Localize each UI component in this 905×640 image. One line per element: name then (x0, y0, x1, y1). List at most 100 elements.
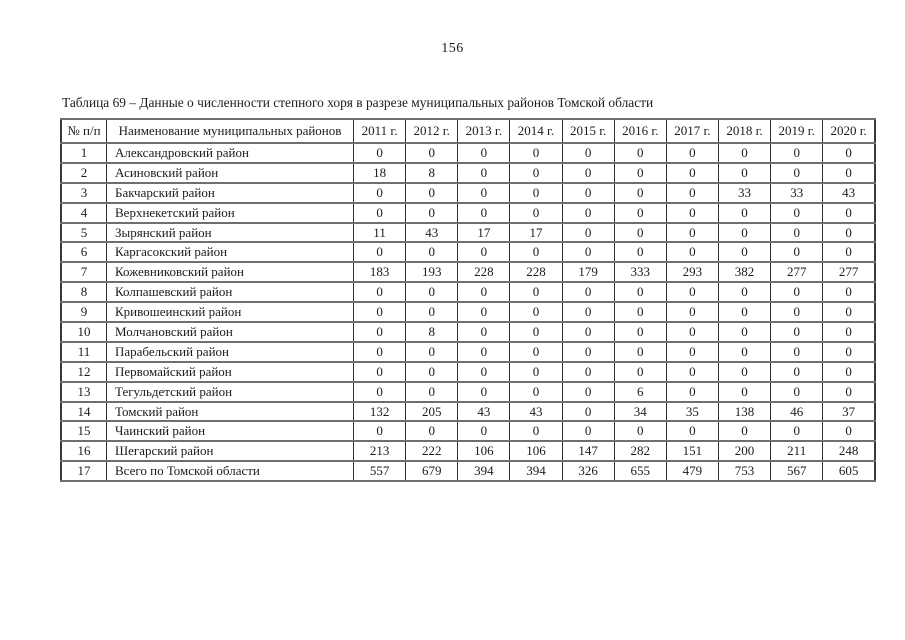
column-header: 2011 г. (352, 118, 407, 144)
value-cell: 655 (613, 460, 667, 483)
value-cell: 0 (352, 321, 407, 343)
value-cell: 0 (822, 161, 876, 184)
row-number-cell: 16 (60, 440, 107, 463)
value-cell: 0 (665, 340, 719, 363)
value-cell: 0 (613, 201, 667, 224)
table-header-row: № п/п Наименование муниципальных районов 2… (60, 118, 876, 144)
value-cell: 0 (665, 301, 719, 324)
district-name-cell: Парабельский район (106, 340, 354, 363)
column-header: № п/п (60, 118, 107, 144)
column-header: 2016 г. (613, 118, 667, 144)
value-cell: 11 (352, 221, 407, 244)
value-cell: 326 (561, 460, 615, 483)
value-cell: 0 (509, 161, 563, 184)
value-cell: 0 (717, 221, 772, 244)
value-cell: 46 (770, 400, 824, 423)
value-cell: 0 (561, 420, 615, 443)
table-row: 11 Парабельский район 0 0 0 0 0 0 0 0 0 0 (60, 340, 876, 363)
district-name-cell: Асиновский район (106, 161, 354, 184)
district-name-cell: Кожевниковский район (106, 261, 354, 284)
district-name-cell: Зырянский район (106, 221, 354, 244)
value-cell: 0 (770, 161, 824, 184)
value-cell: 282 (613, 440, 667, 463)
value-cell: 0 (613, 281, 667, 304)
row-number-cell: 12 (60, 360, 107, 383)
value-cell: 106 (509, 440, 563, 463)
value-cell: 17 (457, 221, 511, 244)
value-cell: 0 (561, 321, 615, 343)
value-cell: 0 (717, 420, 772, 443)
value-cell: 0 (770, 221, 824, 244)
value-cell: 0 (822, 420, 876, 443)
value-cell: 0 (561, 301, 615, 324)
value-cell: 679 (405, 460, 459, 483)
row-number-cell: 5 (60, 221, 107, 244)
value-cell: 333 (613, 261, 667, 284)
value-cell: 479 (665, 460, 719, 483)
row-number-cell: 2 (60, 161, 107, 184)
value-cell: 0 (665, 241, 719, 264)
value-cell: 0 (770, 281, 824, 304)
value-cell: 0 (665, 181, 719, 204)
value-cell: 138 (717, 400, 772, 423)
value-cell: 0 (665, 142, 719, 164)
value-cell: 0 (717, 142, 772, 164)
table-row: 3 Бакчарский район 0 0 0 0 0 0 0 33 33 43 (60, 181, 876, 204)
value-cell: 0 (822, 360, 876, 383)
value-cell: 0 (822, 241, 876, 264)
table-caption: Таблица 69 – Данные о численности степно… (62, 95, 654, 110)
row-number-cell: 15 (60, 420, 107, 443)
value-cell: 248 (822, 440, 876, 463)
row-number-cell: 6 (60, 241, 107, 264)
column-header: 2014 г. (509, 118, 563, 144)
value-cell: 0 (509, 142, 563, 164)
value-cell: 277 (770, 261, 824, 284)
table-body: 1 Александровский район 0 0 0 0 0 0 0 0 0 0 2 Асиновс… (60, 142, 876, 483)
table-row: 14 Томский район 132 205 43 43 0 34 35 138 46 37 (60, 400, 876, 423)
value-cell: 0 (822, 281, 876, 304)
value-cell: 33 (717, 181, 772, 204)
value-cell: 228 (457, 261, 511, 284)
value-cell: 0 (457, 241, 511, 264)
column-header: 2012 г. (405, 118, 459, 144)
value-cell: 132 (352, 400, 407, 423)
value-cell: 0 (770, 380, 824, 403)
value-cell: 0 (717, 321, 772, 343)
value-cell: 0 (352, 241, 407, 264)
value-cell: 35 (665, 400, 719, 423)
value-cell: 0 (457, 321, 511, 343)
column-header: 2019 г. (770, 118, 824, 144)
district-name-cell: Кривошеинский район (106, 301, 354, 324)
value-cell: 382 (717, 261, 772, 284)
value-cell: 0 (405, 201, 459, 224)
value-cell: 0 (665, 420, 719, 443)
value-cell: 0 (457, 360, 511, 383)
value-cell: 37 (822, 400, 876, 423)
value-cell: 8 (405, 321, 459, 343)
value-cell: 0 (770, 420, 824, 443)
value-cell: 17 (509, 221, 563, 244)
table-row: 15 Чаинский район 0 0 0 0 0 0 0 0 0 0 (60, 420, 876, 443)
row-number-cell: 8 (60, 281, 107, 304)
value-cell: 0 (509, 201, 563, 224)
table-row: 7 Кожевниковский район 183 193 228 228 179 333 2… (60, 261, 876, 284)
value-cell: 0 (665, 201, 719, 224)
value-cell: 0 (561, 400, 615, 423)
value-cell: 0 (561, 360, 615, 383)
district-name-cell: Бакчарский район (106, 181, 354, 204)
value-cell: 0 (561, 281, 615, 304)
value-cell: 0 (509, 281, 563, 304)
value-cell: 0 (352, 142, 407, 164)
value-cell: 0 (561, 181, 615, 204)
value-cell: 0 (352, 281, 407, 304)
value-cell: 0 (613, 301, 667, 324)
district-name-cell: Первомайский район (106, 360, 354, 383)
column-header: 2018 г. (717, 118, 772, 144)
table-row: 10 Молчановский район 0 8 0 0 0 0 0 0 0 0 (60, 321, 876, 343)
value-cell: 0 (405, 142, 459, 164)
district-name-cell: Молчановский район (106, 321, 354, 343)
row-number-cell: 14 (60, 400, 107, 423)
value-cell: 0 (822, 340, 876, 363)
value-cell: 0 (717, 301, 772, 324)
value-cell: 0 (405, 241, 459, 264)
